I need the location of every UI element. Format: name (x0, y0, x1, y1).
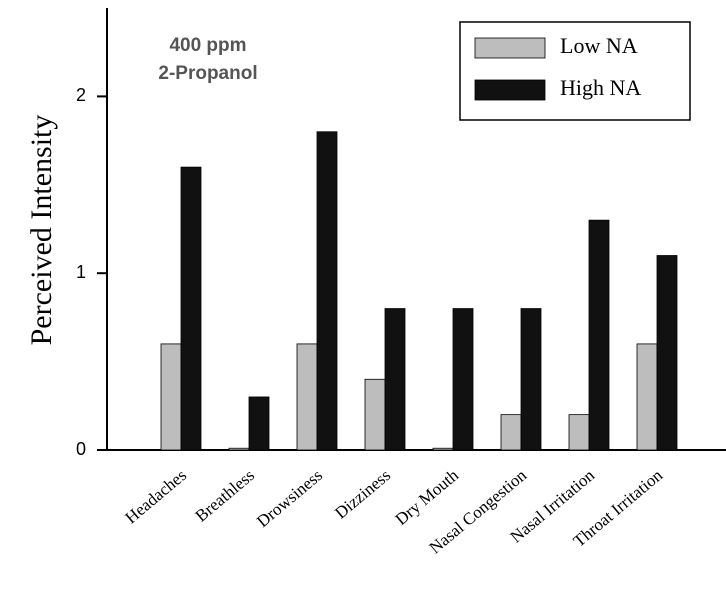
annotation: 400 ppm (169, 35, 246, 56)
x-tick-label: Dry Mouth (392, 465, 463, 529)
x-tick-label: Breathless (192, 466, 258, 526)
bar (316, 131, 338, 451)
bar (248, 396, 270, 451)
bar (452, 308, 474, 451)
bar (160, 343, 182, 451)
bar (636, 343, 658, 451)
annotation: 2-Propanol (158, 63, 257, 84)
legend-swatch (474, 37, 546, 59)
bar (296, 343, 318, 451)
bar (180, 166, 202, 451)
bar (656, 255, 678, 451)
legend-swatch (474, 79, 546, 101)
bar (432, 447, 454, 451)
y-axis-title: Perceived Intensity (25, 115, 58, 346)
legend-label: Low NA (560, 33, 638, 58)
y-tick-label: 0 (76, 439, 86, 459)
bar (228, 447, 250, 451)
x-tick-label: Dizziness (331, 466, 394, 523)
x-tick-label: Drowsiness (253, 466, 326, 532)
y-tick-label: 1 (76, 262, 86, 282)
bar (500, 414, 522, 451)
legend-label: High NA (560, 75, 641, 100)
bar (520, 308, 542, 451)
x-tick-label: Headaches (121, 466, 190, 528)
bar (588, 219, 610, 451)
y-tick-label: 2 (76, 85, 86, 105)
bar (568, 414, 590, 451)
bar (384, 308, 406, 451)
bar (364, 378, 386, 451)
